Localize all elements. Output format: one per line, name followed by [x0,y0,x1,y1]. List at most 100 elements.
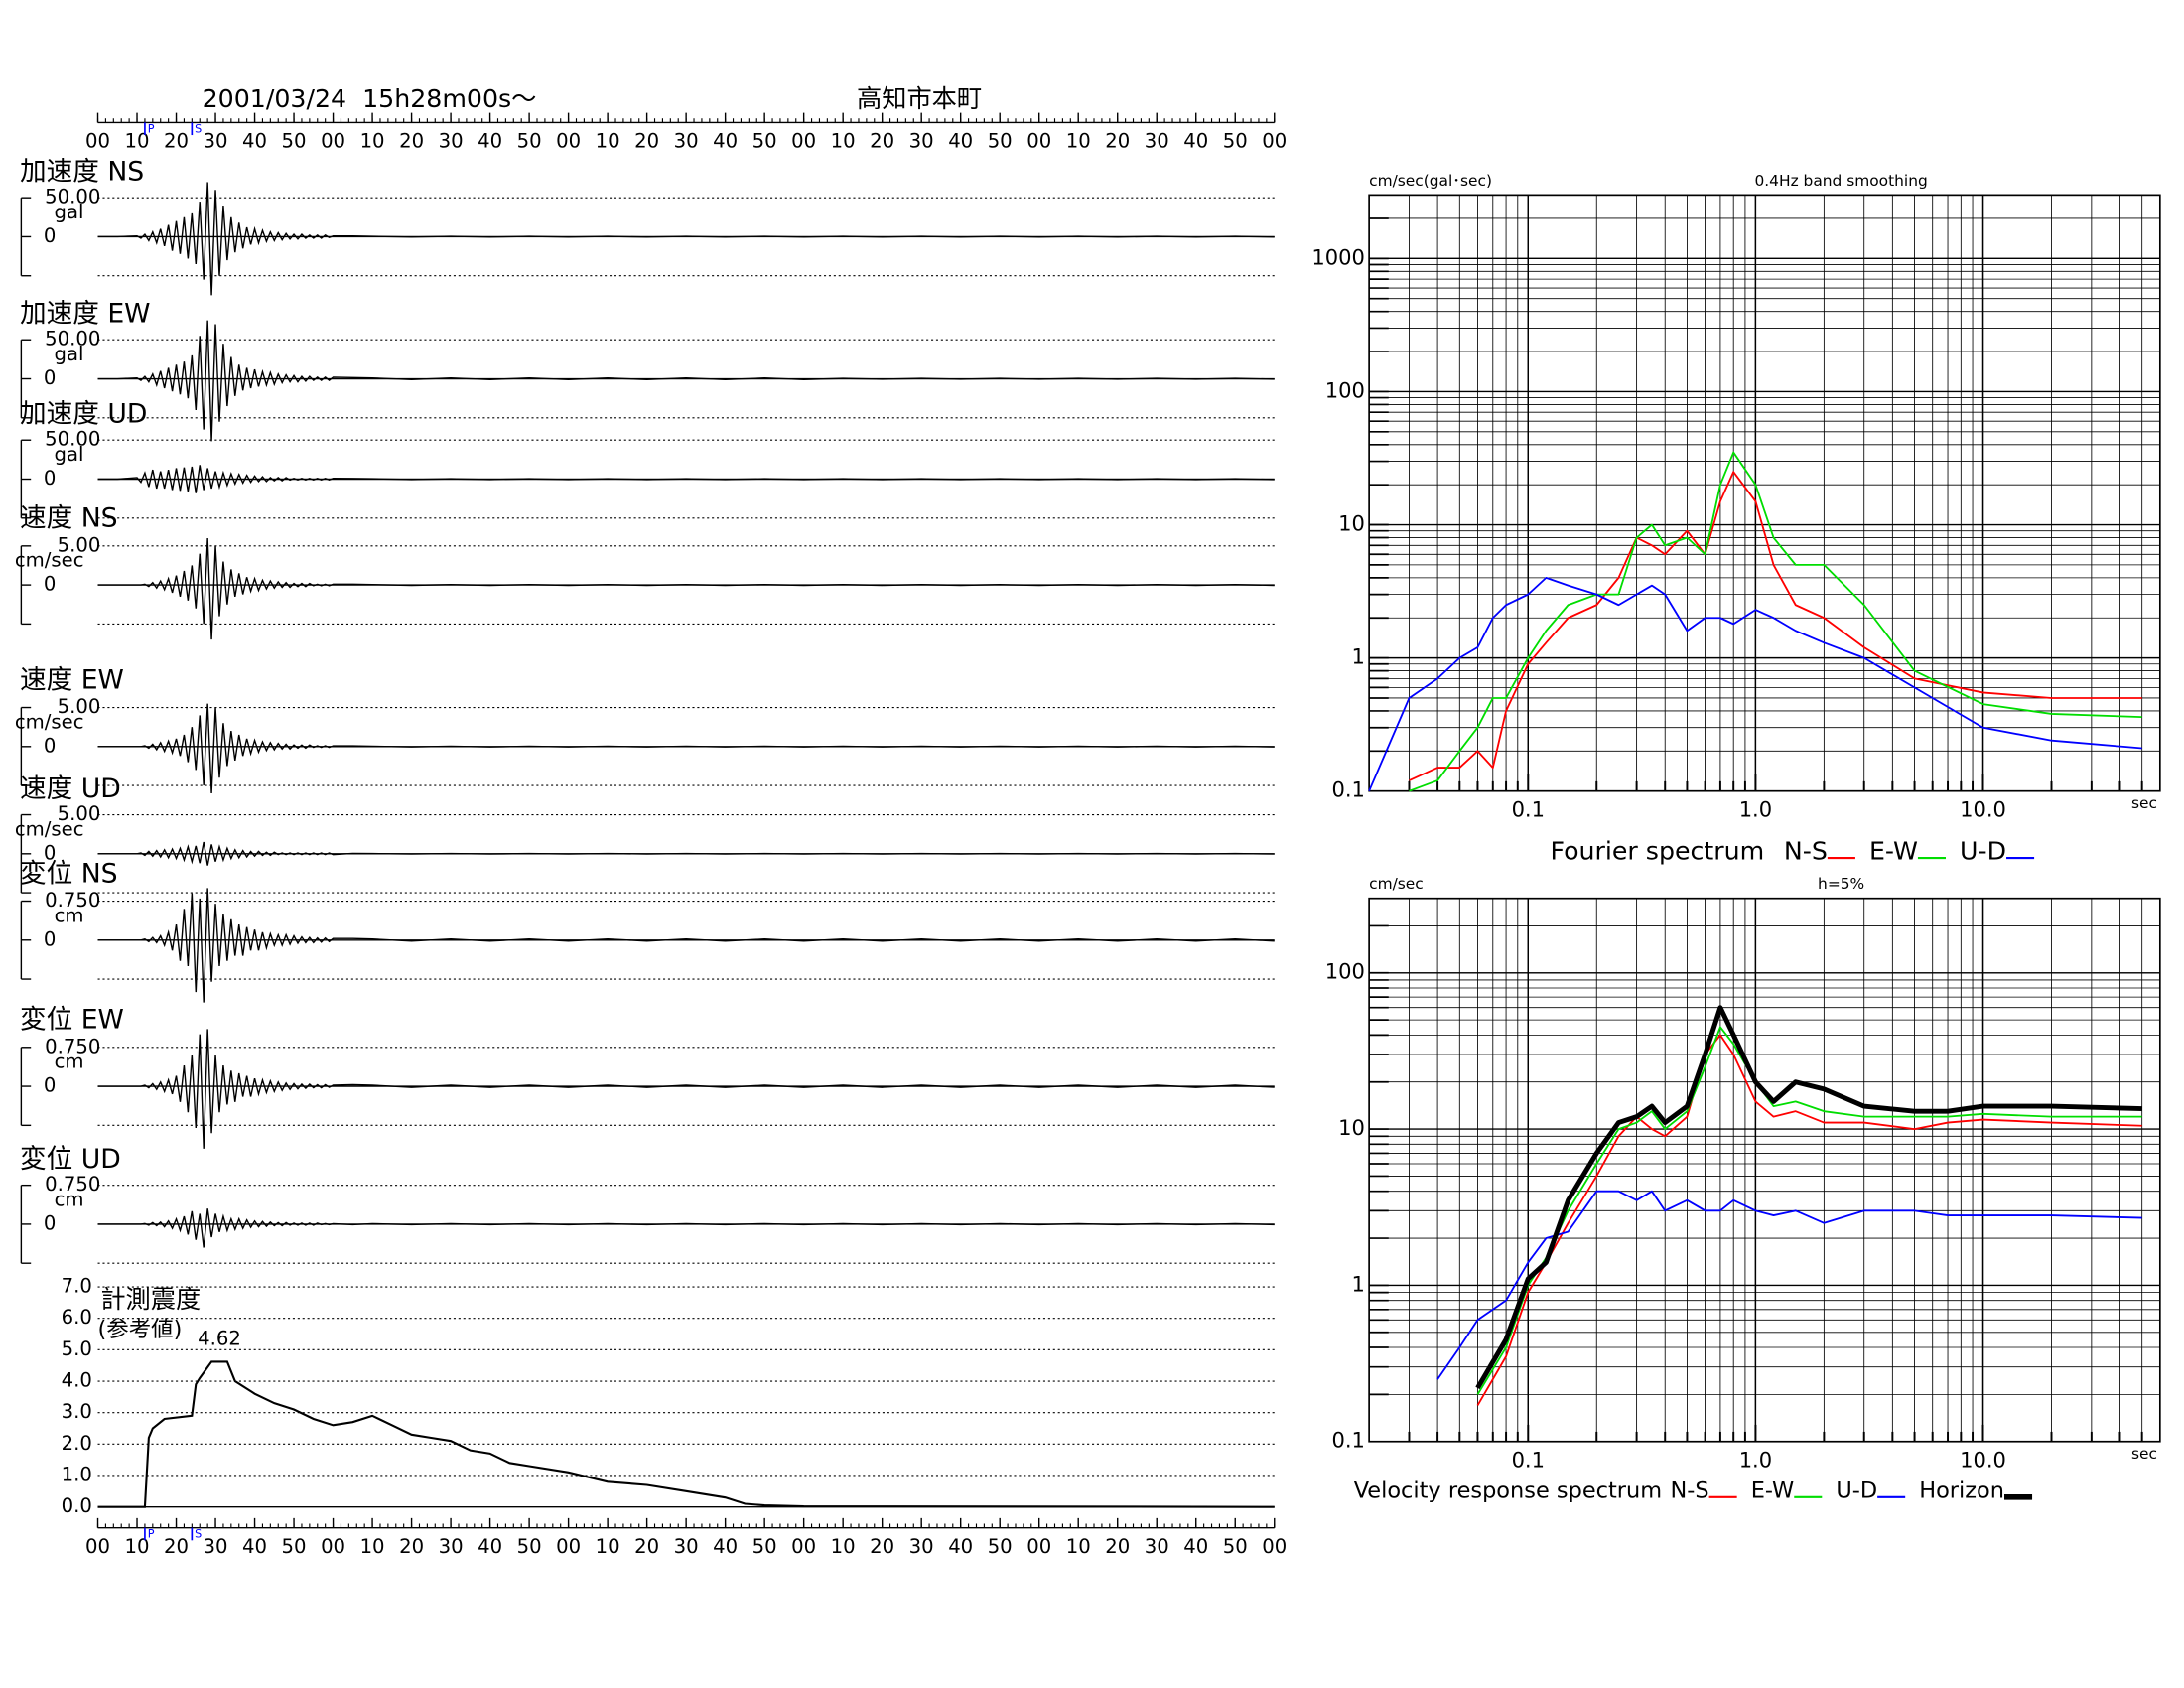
waveform [97,182,1275,296]
x-tick-label: 50 [752,1535,777,1558]
x-tick-label: 20 [399,130,424,153]
trace-unit: cm/sec [15,817,84,840]
x-tick-label: 50 [988,1535,1013,1558]
y-tick-label: 0.750 [45,1035,100,1057]
trace-unit: cm [55,1189,84,1211]
x-tick-label: 00 [85,1535,110,1558]
x-tick-label: 10.0 [1960,1447,2006,1472]
waveform [97,1029,1275,1149]
trace-unit: cm [55,904,84,926]
y-tick-label: 0 [44,927,56,950]
spectrum-line [1476,1026,2142,1395]
x-tick-label: 00 [791,1535,816,1558]
x-tick-label: 00 [1262,130,1287,153]
y-axis-label: cm/sec [1369,875,1424,893]
x-tick-label: 40 [478,130,502,153]
x-tick-label: 20 [634,1535,659,1558]
legend-label: U-D [1836,1478,1877,1504]
y-tick-label: 0.750 [45,889,100,912]
y-tick-label: 7.0 [62,1275,92,1298]
x-tick-label: 30 [204,130,228,153]
y-tick-label: 0 [44,224,56,247]
x-tick-label: 40 [948,1535,973,1558]
y-tick-label: 1 [1352,644,1365,669]
legend-label: E-W [1869,836,1918,865]
x-tick-label: 10 [360,1535,385,1558]
peak-label: 4.62 [198,1327,241,1349]
y-tick-label: 50.00 [45,428,100,451]
trace-title: 速度 UD [20,774,121,804]
x-tick-label: 10 [125,1535,150,1558]
x-tick-label: 40 [713,130,738,153]
x-tick-label: 10 [125,130,150,153]
spectrum-line [1368,576,2142,792]
plot-frame [1368,897,2161,1443]
y-tick-label: 0.1 [1331,777,1364,802]
y-tick-label: 1000 [1311,244,1364,269]
phase-label: S [195,1528,202,1541]
subtitle: 0.4Hz band smoothing [1754,172,1927,190]
y-tick-label: 0 [44,1211,56,1234]
x-tick-label: 30 [674,1535,699,1558]
x-tick-label: 00 [321,130,345,153]
legend-title: Velocity response spectrum [1354,1478,1662,1504]
y-tick-label: 0 [44,467,56,490]
y-tick-label: 5.00 [58,802,101,825]
y-tick-label: 10 [1338,511,1365,536]
y-tick-label: 50.00 [45,328,100,351]
x-tick-label: 30 [909,1535,934,1558]
x-tick-label: 10.0 [1960,796,2006,821]
legend-title: Fourier spectrum [1550,836,1764,865]
legend-label: N-S [1784,836,1828,865]
spectrum-line [1409,451,2142,792]
trace-title: 加速度 NS [20,156,144,187]
x-tick-label: 20 [164,130,189,153]
station-name: 高知市本町 [857,84,982,113]
x-tick-label: 50 [1223,130,1248,153]
trace-title: 加速度 UD [20,398,147,429]
y-tick-label: 0.0 [62,1494,92,1517]
x-tick-label: 50 [752,130,777,153]
intensity-line [97,1360,1275,1508]
plot-frame [1368,194,2161,792]
x-tick-label: 20 [164,1535,189,1558]
x-tick-label: 0.1 [1512,1447,1545,1472]
x-tick-label: 00 [1262,1535,1287,1558]
y-tick-label: 4.0 [62,1369,92,1392]
legend-label: N-S [1670,1478,1708,1504]
trace-title: 速度 EW [20,664,124,695]
x-tick-label: 10 [596,1535,620,1558]
x-tick-label: 30 [1145,130,1169,153]
x-tick-label: 50 [517,130,542,153]
y-axis-label: cm/sec(gal･sec) [1369,172,1492,190]
waveform [97,320,1275,442]
x-tick-label: 30 [204,1535,228,1558]
x-tick-label: 1.0 [1739,1447,1772,1472]
intensity-title: 計測震度 [100,1285,201,1314]
x-tick-label: 40 [242,130,267,153]
x-tick-label: 10 [831,1535,856,1558]
x-tick-label: 50 [988,130,1013,153]
spectrum-line [1436,1190,2142,1380]
trace-title: 変位 EW [20,1005,124,1036]
legend-label: U-D [1960,836,2006,865]
y-tick-label: 0 [44,1074,56,1097]
y-tick-label: 1 [1352,1271,1365,1296]
legend-label: Horizon [1919,1478,2004,1504]
x-tick-label: 10 [360,130,385,153]
waveform [97,1208,1275,1248]
legend-label: E-W [1751,1478,1795,1504]
x-tick-label: 00 [321,1535,345,1558]
x-axis-label: sec [2131,794,2157,812]
x-tick-label: 00 [791,130,816,153]
x-tick-label: 30 [439,130,464,153]
x-tick-label: 40 [478,1535,502,1558]
x-tick-label: 10 [831,130,856,153]
trace-unit: gal [55,443,84,466]
y-tick-label: 5.00 [58,533,101,556]
y-tick-label: 10 [1338,1115,1365,1140]
x-tick-label: 50 [282,1535,307,1558]
x-tick-label: 10 [1066,130,1091,153]
chart-title: 2001/03/24 15h28m00s～ [203,84,537,113]
